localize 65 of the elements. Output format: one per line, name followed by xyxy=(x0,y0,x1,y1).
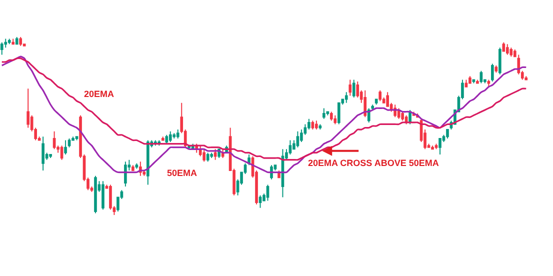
candlestick xyxy=(472,79,476,84)
candlestick xyxy=(64,140,67,155)
candlestick xyxy=(8,38,11,45)
candlestick xyxy=(434,143,438,150)
candlestick xyxy=(315,120,318,130)
candlestick xyxy=(374,98,378,106)
candlestick xyxy=(296,130,300,148)
candlestick xyxy=(19,37,22,46)
candlestick xyxy=(401,111,404,122)
candlestick xyxy=(330,111,333,122)
candlestick xyxy=(26,88,30,128)
candlestick xyxy=(468,76,472,84)
candlestick xyxy=(0,42,4,56)
candlestick xyxy=(502,42,506,52)
candlestick xyxy=(318,124,322,130)
candlestick xyxy=(176,129,180,139)
candlestick xyxy=(464,79,468,88)
candlestick xyxy=(476,79,479,84)
candlestick xyxy=(266,184,270,202)
candlestick xyxy=(68,138,71,148)
candlestick xyxy=(494,64,498,74)
annotation: 50EMA xyxy=(167,168,198,178)
candlestick xyxy=(498,47,502,75)
candlestick xyxy=(364,90,367,118)
candlestick xyxy=(12,38,15,45)
candlestick xyxy=(480,70,483,84)
candlestick xyxy=(311,120,314,130)
candlestick xyxy=(326,111,330,116)
candlestick xyxy=(348,79,352,96)
candlestick xyxy=(60,145,64,160)
candlestick xyxy=(352,79,356,98)
candlestick xyxy=(491,63,494,82)
candlestick xyxy=(52,130,56,150)
candlestick xyxy=(288,140,292,155)
candlestick xyxy=(49,154,52,159)
candlestick xyxy=(102,180,104,210)
candlestick xyxy=(214,148,217,160)
candlestick xyxy=(132,164,134,171)
candlestick xyxy=(165,134,168,144)
candlestick xyxy=(206,152,210,162)
candlestick xyxy=(510,47,513,58)
candlestick xyxy=(344,92,348,104)
candlestick xyxy=(334,114,337,125)
candlestick xyxy=(202,148,206,162)
candlestick xyxy=(135,162,138,170)
candlestick xyxy=(258,194,262,208)
candlestick xyxy=(124,161,127,188)
candlestick xyxy=(210,152,213,159)
candlestick xyxy=(42,136,44,171)
candlestick xyxy=(487,79,490,88)
candlestick xyxy=(438,138,442,155)
annotation: 20EMA CROSS ABOVE 50EMA xyxy=(308,158,440,168)
candlestick xyxy=(94,175,97,214)
candlestick xyxy=(15,37,18,45)
candlestick xyxy=(168,130,172,143)
candlestick xyxy=(146,140,150,186)
candlestick xyxy=(75,136,78,141)
annotation: 20EMA xyxy=(84,89,115,99)
candlestick xyxy=(161,136,164,141)
candlestick xyxy=(431,145,434,150)
candlestick xyxy=(172,132,176,139)
candlestick xyxy=(322,108,326,120)
candlestick xyxy=(337,102,340,125)
candlestick xyxy=(506,44,509,56)
candlestick xyxy=(378,90,382,102)
